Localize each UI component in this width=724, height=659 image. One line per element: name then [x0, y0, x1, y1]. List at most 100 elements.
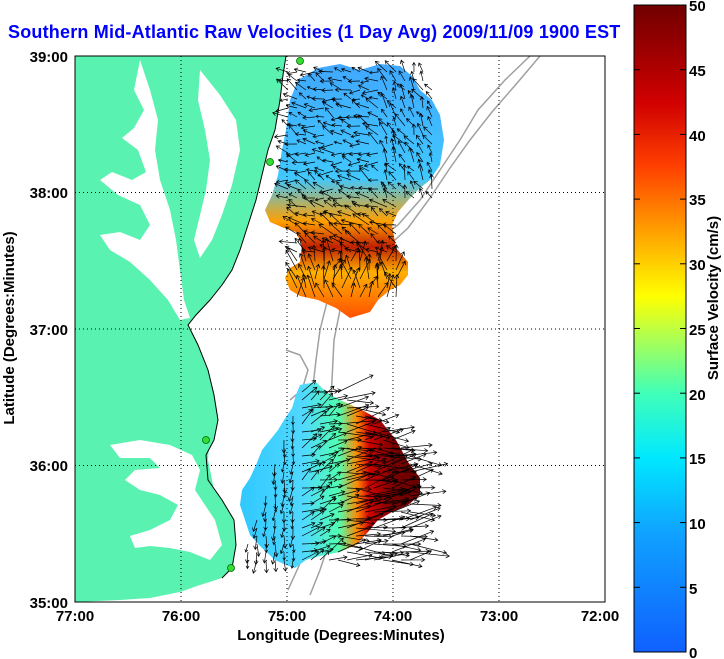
velocity-arrow — [252, 519, 258, 532]
velocity-arrow — [368, 280, 375, 298]
velocity-arrow — [340, 218, 361, 226]
velocity-arrow — [417, 158, 424, 172]
velocity-arrow — [409, 543, 448, 555]
velocity-arrow — [339, 236, 344, 262]
velocity-arrow — [400, 453, 427, 465]
velocity-arrow — [353, 130, 370, 136]
velocity-arrow — [391, 537, 427, 553]
velocity-arrow — [319, 454, 337, 465]
velocity-arrow — [332, 259, 346, 280]
velocity-arrow — [381, 108, 388, 118]
radar-station — [202, 436, 210, 444]
velocity-arrow — [382, 502, 407, 513]
velocity-arrow — [409, 511, 437, 518]
velocity-arrow — [280, 527, 285, 538]
velocity-arrow — [423, 126, 433, 136]
velocity-arrow — [319, 481, 333, 497]
colorbar-tick-label: 15 — [689, 451, 706, 468]
velocity-arrow — [351, 66, 361, 73]
velocity-arrow — [427, 115, 433, 127]
velocity-arrow — [346, 194, 361, 200]
y-axis-label: Latitude (Degrees:Minutes) — [1, 231, 18, 424]
velocity-arrow — [384, 135, 388, 145]
velocity-arrow — [310, 230, 325, 236]
velocity-arrow — [328, 447, 345, 457]
velocity-arrow — [412, 78, 424, 91]
velocity-arrow — [373, 455, 408, 473]
velocity-arrow — [245, 559, 250, 570]
velocity-arrow — [329, 213, 343, 226]
velocity-arrow — [287, 487, 294, 502]
velocity-arrow — [288, 124, 298, 136]
velocity-arrow — [324, 279, 334, 298]
velocity-arrow — [315, 282, 325, 298]
velocity-arrow — [409, 514, 442, 529]
colorbar-gradient — [633, 4, 687, 653]
velocity-arrow — [261, 503, 267, 518]
velocity-arrow — [378, 208, 388, 217]
velocity-arrow — [400, 462, 433, 473]
velocity-arrow — [382, 425, 415, 433]
colorbar-tick-label: 40 — [689, 128, 706, 145]
velocity-arrow — [301, 386, 318, 401]
plot-frame — [74, 55, 606, 603]
velocity-arrow — [328, 490, 346, 497]
velocity-arrow — [297, 123, 307, 127]
velocity-arrow — [301, 248, 316, 254]
velocity-arrow — [355, 539, 382, 553]
velocity-arrow — [344, 246, 361, 253]
velocity-arrow — [406, 165, 415, 172]
velocity-vectors — [244, 59, 450, 574]
velocity-arrow — [298, 252, 307, 271]
velocity-arrow — [345, 114, 361, 120]
velocity-arrow — [306, 265, 316, 289]
velocity-arrow — [342, 139, 352, 145]
velocity-arrow — [346, 460, 374, 473]
velocity-arrow — [301, 550, 320, 561]
velocity-arrow — [409, 549, 433, 561]
velocity-arrow — [400, 505, 438, 521]
velocity-arrow — [346, 432, 373, 441]
velocity-arrow — [400, 512, 434, 529]
velocity-arrow — [319, 535, 337, 545]
velocity-arrow — [402, 184, 408, 199]
velocity-arrow — [346, 123, 361, 129]
radar-stations — [202, 57, 304, 572]
velocity-arrow — [316, 156, 325, 163]
velocity-arrow — [363, 161, 379, 168]
velocity-arrow — [400, 491, 431, 505]
x-tick-label: 75:00 — [268, 608, 306, 625]
velocity-arrow — [409, 93, 415, 109]
velocity-arrow — [408, 76, 415, 91]
velocity-arrow — [330, 178, 343, 184]
velocity-arrow — [272, 535, 276, 546]
velocity-arrow — [425, 90, 433, 100]
velocity-arrow — [415, 134, 424, 145]
y-tick-label: 38:00 — [30, 185, 68, 202]
velocity-arrow — [359, 167, 370, 181]
velocity-arrow — [319, 477, 338, 483]
velocity-arrow — [341, 152, 352, 157]
velocity-arrow — [301, 511, 315, 521]
velocity-arrow — [321, 88, 334, 93]
y-axis: 39:00 38:00 37:00 36:00 35:00 Latitude (… — [1, 49, 68, 612]
velocity-arrow — [392, 116, 397, 127]
velocity-arrow — [328, 403, 344, 409]
velocity-arrow — [383, 224, 397, 235]
velocity-arrow — [366, 152, 379, 157]
velocity-arrow — [294, 81, 307, 91]
velocity-arrow — [367, 111, 379, 118]
velocity-arrow — [364, 551, 398, 561]
velocity-arrow — [408, 106, 415, 118]
velocity-arrow — [336, 181, 343, 190]
colorbar: 50 45 40 35 30 25 20 15 10 5 0 Surface V… — [633, 0, 722, 659]
velocity-arrow — [346, 455, 381, 465]
velocity-arrow — [419, 70, 424, 82]
velocity-arrow — [327, 196, 343, 202]
velocity-arrow — [288, 503, 294, 515]
velocity-arrow — [355, 102, 370, 109]
velocity-arrow — [329, 82, 343, 91]
velocity-arrow — [318, 69, 334, 74]
velocity-arrow — [384, 271, 397, 289]
velocity-arrow — [301, 468, 311, 481]
